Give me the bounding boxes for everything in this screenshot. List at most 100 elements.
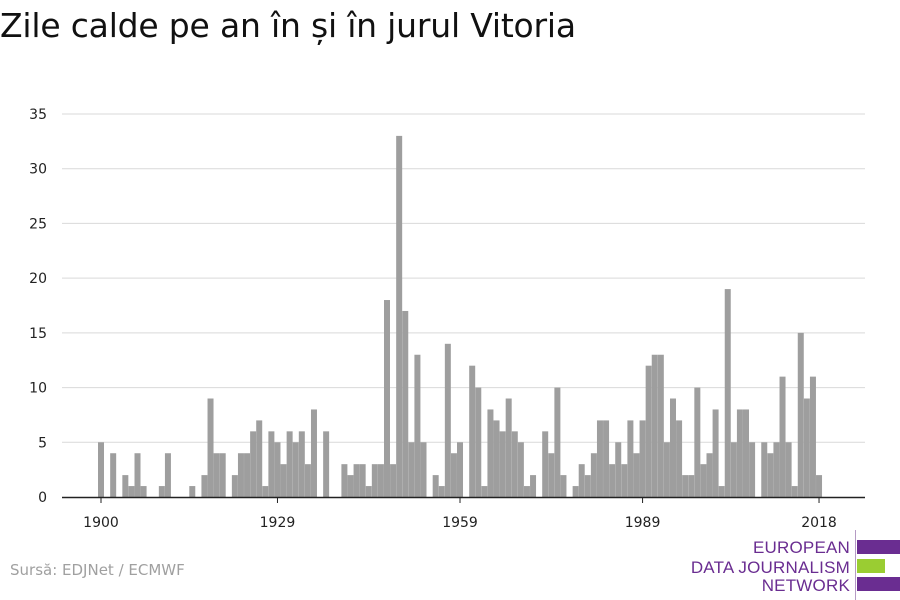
bar-2011 [773, 442, 780, 497]
bar-1975 [554, 387, 561, 497]
bar-1918 [207, 398, 214, 497]
bar-2003 [724, 289, 731, 497]
bar-1969 [517, 442, 524, 497]
bar-1946 [377, 464, 384, 497]
bar-1953 [420, 442, 427, 497]
bar-1993 [663, 442, 670, 497]
bar-1931 [286, 431, 293, 497]
bar-1994 [669, 398, 676, 497]
bar-1922 [231, 475, 238, 497]
x-tick-label: 1959 [442, 515, 478, 531]
bar-1987 [627, 420, 634, 497]
x-tick-label: 1989 [625, 515, 661, 531]
bar-1900 [98, 442, 104, 497]
bar-1990 [645, 365, 652, 497]
bar-1906 [134, 453, 141, 497]
bar-2004 [730, 442, 737, 497]
bar-2001 [712, 409, 719, 497]
logo-divider [855, 530, 856, 600]
bar-2018 [816, 475, 823, 497]
bar-1995 [676, 420, 683, 497]
bar-1978 [572, 486, 579, 497]
bar-1902 [110, 453, 117, 497]
bar-1970 [523, 486, 530, 497]
bar-1923 [237, 453, 244, 497]
edjnet-logo: EUROPEAN DATA JOURNALISM NETWORK [691, 530, 900, 600]
bar-1991 [651, 354, 658, 497]
bar-1996 [682, 475, 689, 497]
bar-2012 [779, 376, 786, 497]
bar-1968 [511, 431, 518, 497]
x-axis-ticks: 1900 1929 1959 1989 2018 [83, 497, 837, 531]
bar-1956 [438, 486, 445, 497]
bar-1955 [432, 475, 439, 497]
bar-2016 [803, 398, 810, 497]
bar-1950 [402, 310, 409, 497]
bar-1974 [548, 453, 555, 497]
bar-2000 [706, 453, 713, 497]
bar-1998 [694, 387, 701, 497]
bar-2014 [791, 486, 798, 497]
bar-1944 [365, 486, 372, 497]
bar-1959 [457, 442, 464, 497]
bar-2017 [809, 376, 816, 497]
bar-1961 [469, 365, 476, 497]
bar-1971 [530, 475, 537, 497]
bar-1924 [244, 453, 251, 497]
bar-1904 [122, 475, 129, 497]
bar-1984 [609, 464, 616, 497]
bar-1947 [384, 300, 390, 497]
bar-1988 [633, 453, 640, 497]
x-tick-label: 2018 [801, 515, 837, 531]
bar-1967 [505, 398, 512, 497]
bar-1963 [481, 486, 488, 497]
bar-1964 [487, 409, 494, 497]
bar-1933 [298, 431, 305, 497]
bar-1992 [657, 354, 664, 497]
bar-1981 [590, 453, 597, 497]
bar-1980 [584, 475, 591, 497]
bar-1945 [371, 464, 378, 497]
bar-1926 [256, 420, 263, 497]
bar-1986 [621, 464, 628, 497]
bar-1951 [408, 442, 415, 497]
bar-2002 [718, 486, 725, 497]
y-axis-ticks: 0 5 10 15 20 25 30 35 [29, 107, 47, 506]
bar-1935 [310, 409, 317, 497]
bar-1911 [164, 453, 171, 497]
bar-1965 [493, 420, 500, 497]
bar-1930 [280, 464, 287, 497]
y-tick-label: 5 [38, 435, 47, 451]
bar-1917 [201, 475, 208, 497]
bar-1976 [560, 475, 567, 497]
bar-2005 [736, 409, 743, 497]
bar-1973 [542, 431, 549, 497]
y-tick-label: 20 [29, 271, 47, 287]
bars [98, 135, 823, 497]
logo-bar-middle [857, 559, 885, 573]
bar-1979 [578, 464, 585, 497]
bar-1999 [700, 464, 707, 497]
bar-1941 [347, 475, 354, 497]
bar-1929 [274, 442, 281, 497]
y-tick-label: 15 [29, 326, 47, 342]
bar-1937 [323, 431, 330, 497]
bar-1958 [450, 453, 457, 497]
bar-1928 [268, 431, 275, 497]
bar-2015 [797, 332, 804, 497]
x-tick-label: 1929 [260, 515, 296, 531]
bar-1925 [250, 431, 257, 497]
bar-2013 [785, 442, 792, 497]
chart-title: Zile calde pe an în și în jurul Vitoria [0, 6, 576, 45]
bar-1982 [596, 420, 603, 497]
bar-1942 [353, 464, 360, 497]
bar-1943 [359, 464, 366, 497]
bar-1948 [390, 464, 397, 497]
x-tick-label: 1900 [83, 515, 119, 531]
y-tick-label: 25 [29, 216, 47, 232]
bar-1932 [292, 442, 299, 497]
bar-1934 [304, 464, 311, 497]
bar-1985 [615, 442, 622, 497]
